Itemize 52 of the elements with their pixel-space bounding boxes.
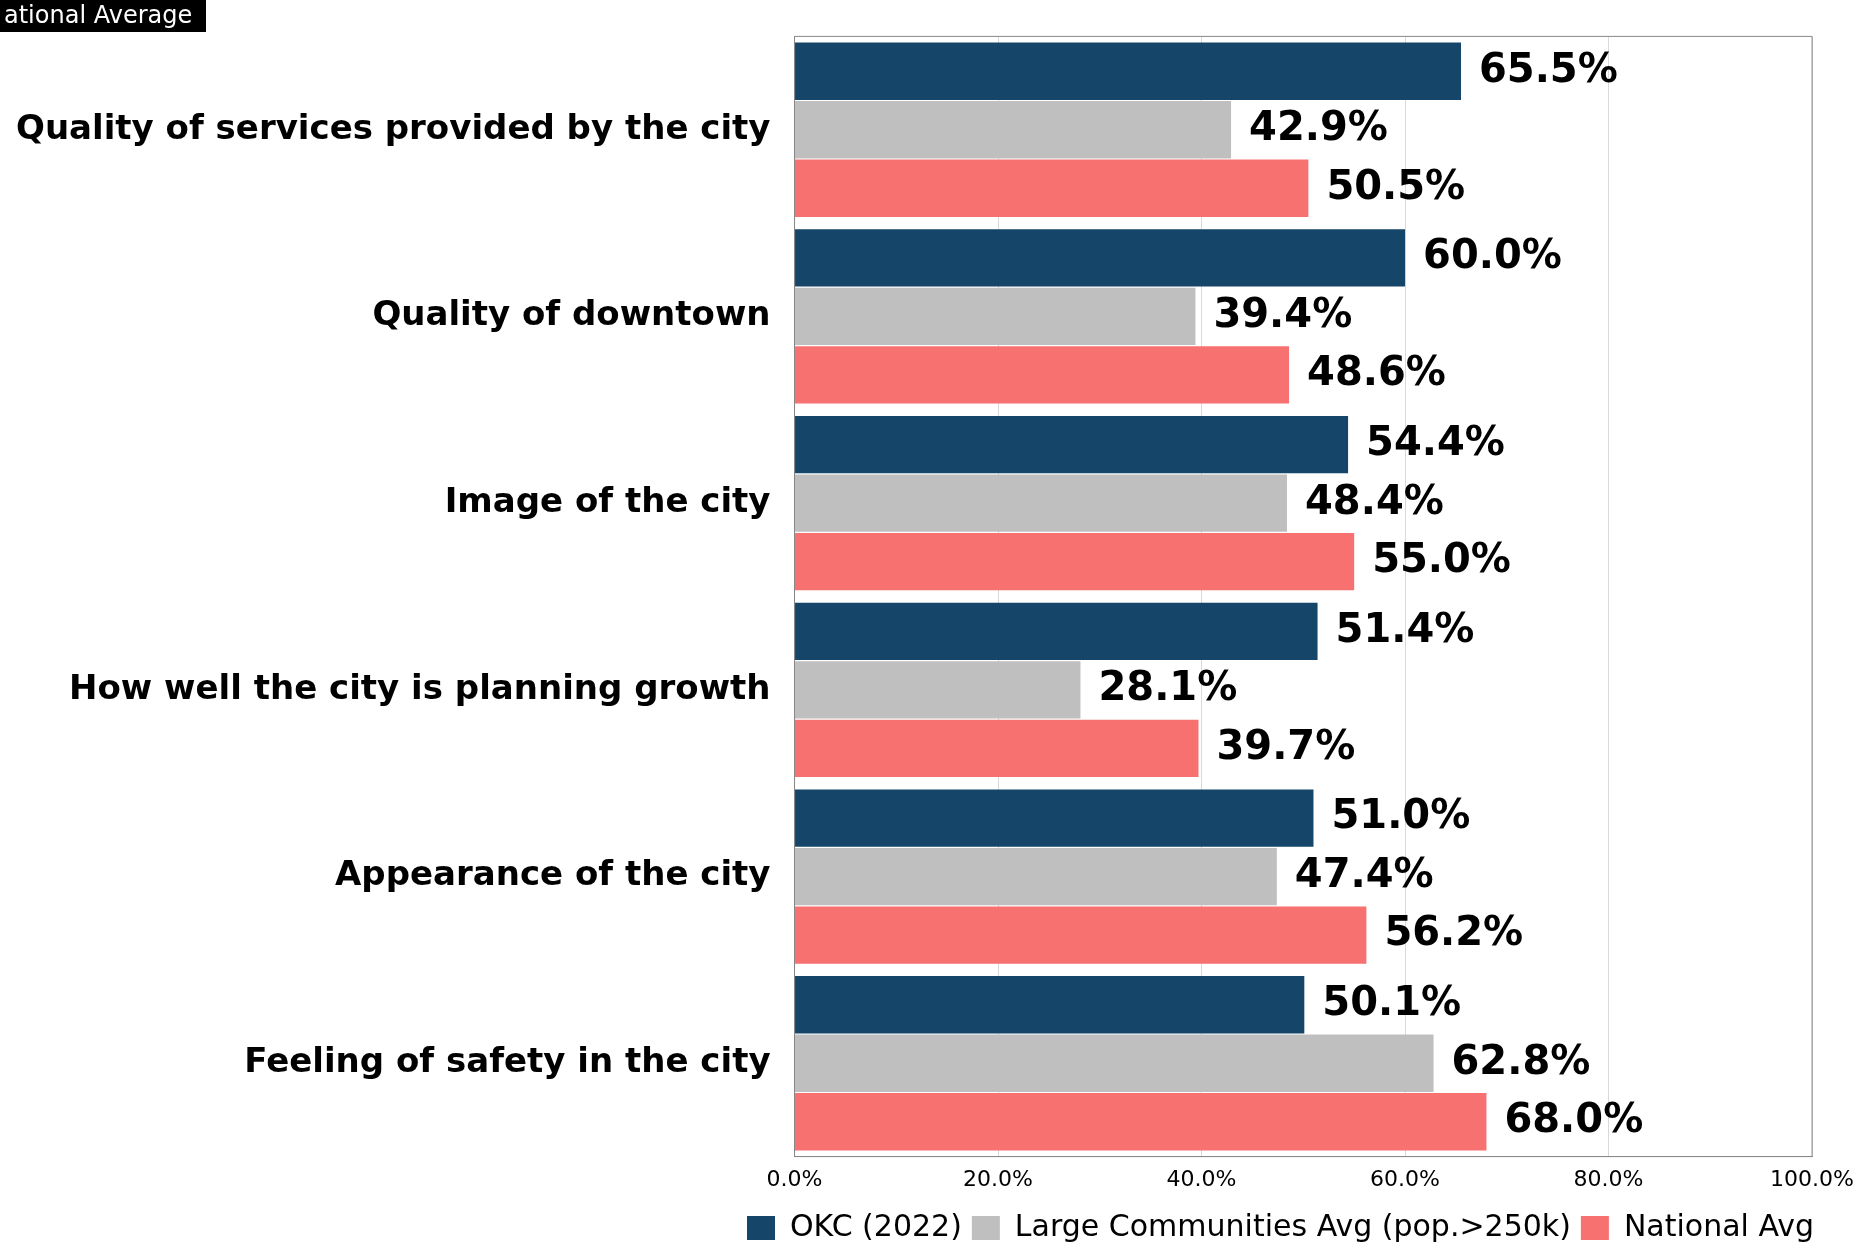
data-label: 65.5% — [1479, 44, 1618, 91]
data-label: 68.0% — [1504, 1095, 1644, 1142]
bar — [795, 847, 1277, 906]
legend-label: National Avg — [1623, 1207, 1814, 1243]
data-label: 51.0% — [1331, 791, 1471, 838]
data-label: 62.8% — [1451, 1036, 1591, 1083]
data-label: 39.7% — [1216, 721, 1356, 768]
bar — [795, 101, 1232, 159]
y-tick-label: Image of the city — [444, 479, 771, 520]
data-label: 56.2% — [1384, 908, 1524, 955]
y-tick-label: Quality of services provided by the city — [15, 106, 771, 147]
data-label: 51.4% — [1335, 604, 1475, 651]
data-label: 60.0% — [1423, 231, 1562, 278]
x-tick-label: 0.0% — [766, 1165, 823, 1191]
data-label: 54.4% — [1366, 418, 1505, 465]
data-label: 39.4% — [1213, 289, 1353, 336]
bar — [795, 1093, 1487, 1151]
y-tick-label: Quality of downtown — [372, 293, 771, 334]
data-label: 28.1% — [1098, 663, 1238, 710]
bar — [795, 415, 1349, 474]
bar — [795, 719, 1199, 778]
y-tick-label: Appearance of the city — [335, 853, 771, 894]
bar — [795, 229, 1406, 287]
bar — [795, 346, 1290, 404]
x-tick-label: 40.0% — [1166, 1165, 1237, 1191]
bar — [795, 532, 1355, 591]
x-tick-label: 60.0% — [1370, 1165, 1440, 1191]
x-tick-label: 80.0% — [1573, 1165, 1644, 1191]
bar — [795, 661, 1081, 719]
bar — [795, 789, 1314, 847]
x-tick-label: 100.0% — [1770, 1165, 1854, 1191]
data-label: 42.9% — [1249, 103, 1388, 150]
bar — [795, 1034, 1434, 1092]
y-tick-label: Feeling of safety in the city — [244, 1040, 771, 1081]
legend-label: Large Communities Avg (pop.>250k) — [1014, 1207, 1571, 1243]
bar — [795, 906, 1367, 964]
bar — [795, 474, 1288, 532]
bar — [795, 42, 1462, 100]
bar — [795, 159, 1309, 217]
bar — [795, 602, 1318, 661]
data-label: 55.0% — [1372, 535, 1511, 582]
data-label: 47.4% — [1294, 849, 1434, 896]
data-label: 48.6% — [1307, 348, 1446, 395]
data-label: 48.4% — [1305, 476, 1444, 523]
data-label: 50.1% — [1322, 978, 1462, 1025]
text: ational Average — [0, 0, 207, 32]
bar — [795, 976, 1305, 1034]
data-label: 50.5% — [1326, 161, 1466, 208]
legend-label: OKC (2022) — [789, 1207, 962, 1243]
y-tick-label: How well the city is planning growth — [68, 666, 771, 707]
x-tick-label: 20.0% — [963, 1165, 1033, 1191]
bar — [795, 287, 1196, 346]
